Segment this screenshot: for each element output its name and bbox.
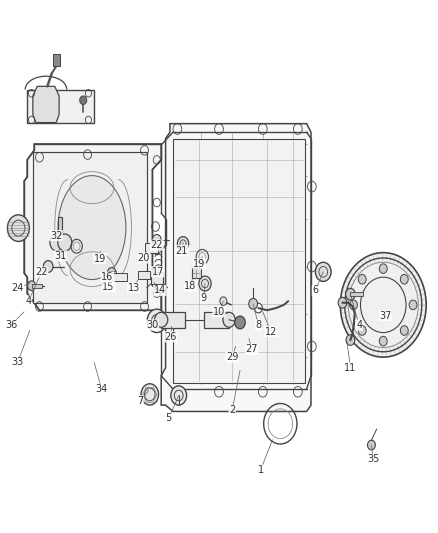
Bar (173, 139, 305, 383)
Text: 27: 27 (246, 344, 258, 354)
Circle shape (358, 326, 366, 335)
Polygon shape (24, 144, 161, 310)
Circle shape (346, 288, 355, 300)
Bar (350, 292, 363, 296)
Text: 19: 19 (193, 259, 205, 269)
Text: 19: 19 (94, 254, 106, 263)
Circle shape (220, 297, 227, 305)
Text: 8: 8 (255, 320, 261, 330)
Text: 13: 13 (127, 283, 140, 293)
Circle shape (7, 215, 29, 241)
Circle shape (199, 276, 211, 291)
Text: 24: 24 (11, 283, 24, 293)
Text: 14: 14 (154, 286, 166, 295)
Circle shape (400, 274, 408, 284)
Text: 6: 6 (312, 286, 318, 295)
Text: 33: 33 (11, 358, 24, 367)
Circle shape (358, 274, 366, 284)
Circle shape (177, 237, 189, 251)
Ellipse shape (58, 176, 126, 279)
Circle shape (50, 234, 64, 251)
Text: 4: 4 (25, 296, 32, 306)
Bar (145, 243, 158, 253)
Polygon shape (33, 86, 59, 123)
Bar (53, 54, 60, 66)
Bar (32, 284, 42, 288)
Circle shape (346, 335, 355, 345)
Text: 12: 12 (265, 327, 277, 336)
Text: 18: 18 (184, 281, 197, 291)
Bar (58, 217, 62, 233)
Text: 29: 29 (226, 352, 238, 362)
Circle shape (254, 303, 262, 313)
Circle shape (107, 268, 116, 278)
Circle shape (340, 253, 426, 357)
Circle shape (379, 264, 387, 273)
Circle shape (409, 300, 417, 310)
Circle shape (379, 336, 387, 346)
Circle shape (235, 316, 245, 329)
Circle shape (315, 262, 331, 281)
Bar (27, 90, 94, 123)
Text: 20: 20 (138, 253, 150, 263)
Polygon shape (161, 124, 311, 411)
Circle shape (367, 440, 375, 450)
Circle shape (249, 298, 258, 309)
Text: 9: 9 (201, 294, 207, 303)
Text: 4: 4 (356, 320, 362, 330)
Bar (109, 271, 116, 275)
Text: 34: 34 (95, 384, 108, 394)
Text: 10: 10 (213, 307, 225, 317)
Circle shape (147, 309, 166, 333)
Circle shape (338, 297, 347, 308)
Bar (151, 272, 163, 284)
Text: 17: 17 (152, 267, 164, 277)
Circle shape (171, 386, 187, 405)
Bar (138, 271, 150, 279)
Text: 35: 35 (367, 455, 379, 464)
Bar (109, 273, 127, 281)
Bar (192, 268, 201, 278)
Circle shape (152, 235, 161, 245)
Text: 22: 22 (151, 240, 163, 250)
Ellipse shape (155, 312, 168, 327)
Text: 31: 31 (54, 251, 67, 261)
Bar (161, 312, 185, 328)
Text: 7: 7 (137, 396, 143, 406)
Circle shape (28, 281, 35, 290)
Ellipse shape (223, 312, 235, 327)
Text: 26: 26 (165, 332, 177, 342)
Text: 37: 37 (379, 311, 392, 320)
Circle shape (58, 234, 72, 251)
Text: 15: 15 (102, 282, 115, 292)
Text: 16: 16 (101, 272, 113, 282)
Text: 1: 1 (258, 465, 264, 475)
Text: 5: 5 (166, 414, 172, 423)
Text: 32: 32 (50, 231, 62, 240)
Bar (204, 312, 229, 328)
Text: 36: 36 (5, 320, 17, 330)
Text: 11: 11 (344, 363, 357, 373)
Text: 30: 30 (146, 320, 159, 330)
Circle shape (350, 300, 357, 310)
Circle shape (80, 96, 87, 104)
Circle shape (141, 384, 159, 405)
Text: 22: 22 (35, 267, 48, 277)
Text: 21: 21 (176, 246, 188, 255)
Circle shape (400, 326, 408, 335)
Circle shape (43, 261, 53, 272)
Bar (33, 152, 147, 303)
Text: 2: 2 (229, 406, 235, 415)
